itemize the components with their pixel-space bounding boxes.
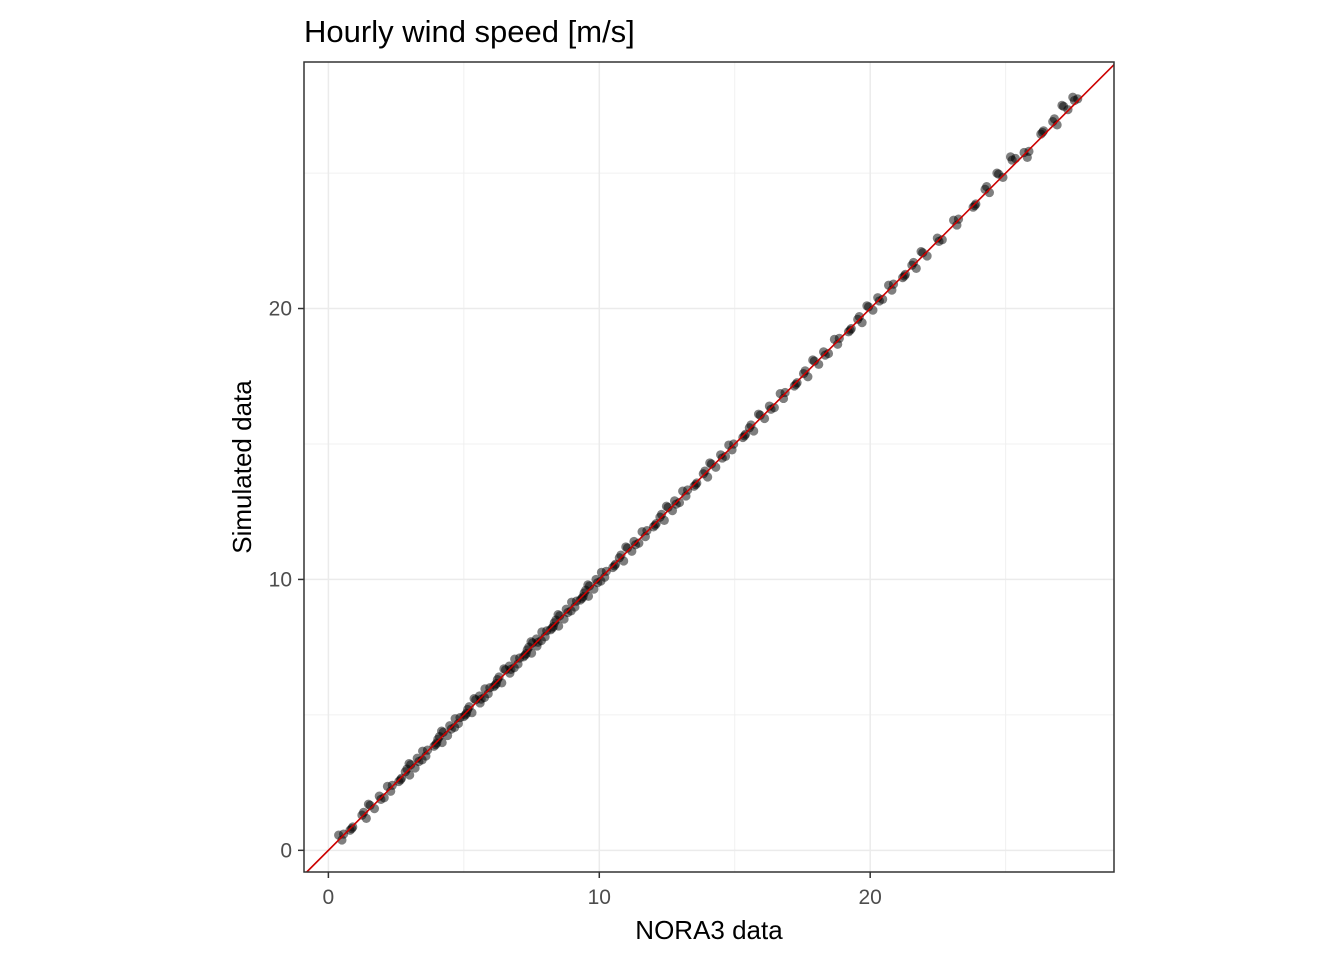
x-tick-label: 10 <box>588 886 611 909</box>
data-point <box>862 301 872 311</box>
data-point <box>808 355 818 365</box>
data-point <box>833 339 843 349</box>
reference-line-group <box>306 64 1115 873</box>
data-point <box>640 532 650 542</box>
data-point <box>386 786 396 796</box>
data-point <box>916 247 926 257</box>
data-point <box>778 393 789 404</box>
data-point <box>1010 153 1020 164</box>
data-point <box>769 403 779 413</box>
data-point <box>674 497 685 508</box>
data-point <box>513 659 523 669</box>
data-point <box>600 572 610 582</box>
data-point <box>363 799 374 809</box>
data-point <box>492 675 503 685</box>
plot-panel-border <box>303 61 1115 873</box>
x-tick-label: 20 <box>859 886 882 909</box>
x-tick-label: 0 <box>323 886 335 909</box>
data-point <box>433 734 443 744</box>
data-point <box>400 767 410 777</box>
data-point <box>1073 94 1083 104</box>
data-point <box>720 451 731 462</box>
data-point <box>583 580 593 590</box>
data-point <box>437 726 447 736</box>
data-point <box>570 602 580 612</box>
data-point <box>681 491 691 501</box>
y-tick-label: 0 <box>280 839 292 862</box>
y-axis: 0 10 20 <box>269 298 304 862</box>
data-point <box>614 553 624 563</box>
data-point <box>421 751 431 761</box>
data-point <box>937 235 947 245</box>
data-point <box>661 501 672 511</box>
data-point <box>579 588 589 598</box>
data-point <box>992 168 1002 178</box>
data-point <box>337 835 347 845</box>
data-point <box>621 542 631 552</box>
data-point <box>727 445 737 455</box>
chart-title: Hourly wind speed [m/s] <box>304 14 635 49</box>
data-point <box>705 458 715 468</box>
data-point <box>878 294 888 304</box>
data-point <box>698 469 708 479</box>
x-axis: 0 10 20 <box>323 872 882 909</box>
major-gridlines <box>304 62 1114 872</box>
data-point <box>483 689 493 699</box>
data-point <box>823 348 834 359</box>
data-point <box>744 423 754 433</box>
reference-line <box>306 64 1115 873</box>
data-point <box>1057 100 1067 110</box>
y-tick-label: 20 <box>269 298 292 321</box>
data-point <box>634 538 644 548</box>
data-point <box>1022 152 1032 162</box>
data-point <box>404 759 414 769</box>
data-point <box>357 810 367 820</box>
data-point <box>379 793 389 803</box>
data-point <box>853 314 863 324</box>
data-point <box>887 285 897 295</box>
data-point <box>522 645 532 655</box>
y-axis-title: Simulated data <box>227 380 257 554</box>
data-point <box>798 368 809 379</box>
data-point <box>540 632 550 642</box>
data-point <box>553 610 563 620</box>
y-tick-label: 10 <box>269 568 292 591</box>
data-point <box>952 220 962 230</box>
data-point <box>655 512 665 522</box>
data-point <box>907 260 917 270</box>
data-point <box>549 618 559 628</box>
data-point <box>463 704 473 715</box>
x-axis-title: NORA3 data <box>635 915 783 945</box>
data-point <box>753 409 764 419</box>
data-point <box>453 718 464 729</box>
minor-gridlines <box>304 62 1114 872</box>
